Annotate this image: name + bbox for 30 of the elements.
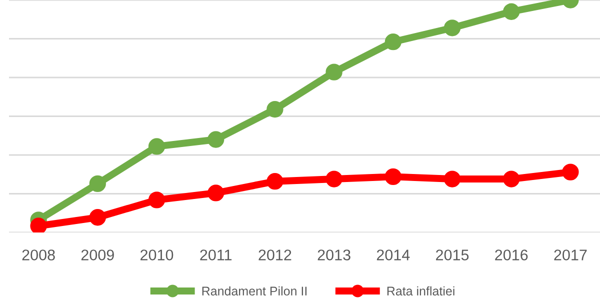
x-tick-label: 2010 <box>140 250 174 260</box>
x-tick-label: 2015 <box>436 250 469 260</box>
legend-label: Rata inflatiei <box>387 286 454 296</box>
point <box>503 170 520 188</box>
x-tick-label: 2017 <box>554 250 587 260</box>
point <box>444 170 461 188</box>
point <box>30 218 47 232</box>
point <box>89 209 106 226</box>
point <box>384 168 402 186</box>
point <box>562 164 579 180</box>
x-tick-label: 2014 <box>376 250 410 260</box>
x-tick-label: 2012 <box>258 250 292 260</box>
x-tick-label: 2016 <box>495 250 528 260</box>
point <box>266 173 284 190</box>
point <box>89 175 106 192</box>
x-tick-label: 2009 <box>81 250 114 260</box>
point <box>326 170 342 188</box>
x-tick-label: 2008 <box>22 250 55 260</box>
x-tick-label: 2013 <box>318 250 350 260</box>
x-tick-label: 2011 <box>200 250 232 260</box>
legend-label: Randament Pilon II <box>202 286 306 296</box>
point <box>384 34 402 50</box>
point <box>503 3 520 20</box>
point <box>444 20 461 36</box>
point <box>208 184 224 202</box>
point <box>148 192 166 208</box>
point <box>208 131 224 148</box>
point <box>148 138 166 155</box>
point <box>326 64 342 80</box>
point <box>266 100 284 118</box>
